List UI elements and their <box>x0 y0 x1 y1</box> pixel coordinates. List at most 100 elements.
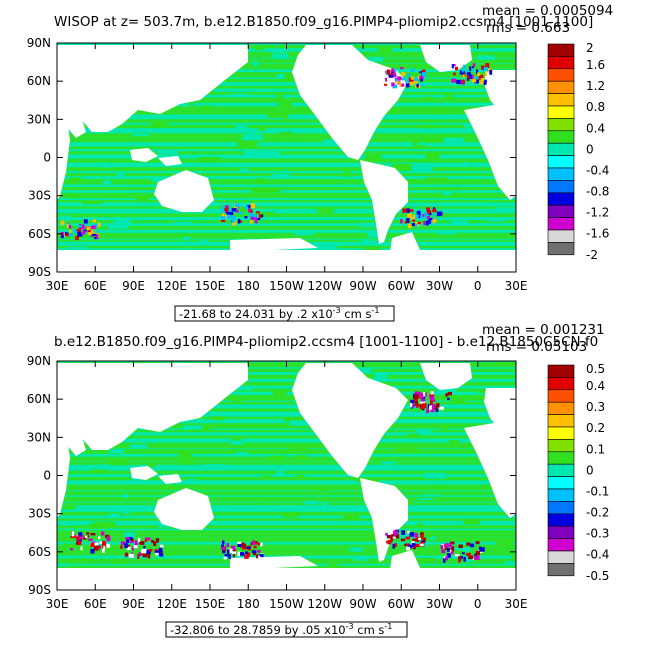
panel-1-range-units-exp: -1 <box>371 306 379 315</box>
colorbar-label: 0.1 <box>586 442 605 456</box>
colorbar-swatch <box>547 563 575 577</box>
colorbar-swatch <box>547 118 575 132</box>
colorbar-swatch <box>547 80 575 94</box>
colorbar-swatch <box>547 142 575 156</box>
colorbar-swatch <box>547 538 575 552</box>
svg-text:-32.806 to 28.7859 by .05 x10-: -32.806 to 28.7859 by .05 x10-3 cm s-1 <box>170 622 392 637</box>
y-tick-label: 90N <box>27 354 51 368</box>
y-tick-label: 90S <box>28 583 51 597</box>
x-tick-label: 30W <box>426 597 453 611</box>
y-tick-label: 60N <box>27 74 51 88</box>
colorbar-swatch <box>547 204 575 218</box>
x-tick-label: 90W <box>349 279 376 293</box>
colorbar-swatch <box>547 550 575 564</box>
colorbar-swatch <box>547 439 575 453</box>
colorbar-label: 0.3 <box>586 400 605 414</box>
y-tick-label: 30N <box>27 112 51 126</box>
panel-2-axes: 30E 60E 90E 120E 150E 180 150W 120W 90W 60W 30W 0 30… <box>27 354 528 611</box>
y-tick-label: 60S <box>28 545 51 559</box>
x-tick-label: 150E <box>195 279 226 293</box>
svg-text:-21.68 to 24.031 by .2 x10-3 c: -21.68 to 24.031 by .2 x10-3 cm s-1 <box>179 306 379 321</box>
x-tick-label: 0 <box>474 597 482 611</box>
y-tick-label: 30S <box>28 507 51 521</box>
colorbar-swatch <box>547 414 575 428</box>
panel-2-range-box: -32.806 to 28.7859 by .05 x10-3 cm s-1 <box>165 621 408 638</box>
colorbar-swatch <box>547 476 575 490</box>
colorbar-label: -0.8 <box>586 185 609 199</box>
colorbar-label: -0.4 <box>586 548 609 562</box>
panel-2: b.e12.B1850.f09_g16.PIMP4-pliomip2.ccsm4… <box>27 322 609 638</box>
x-tick-label: 90E <box>122 279 145 293</box>
x-tick-label: 150W <box>269 597 304 611</box>
x-tick-label: 90E <box>122 597 145 611</box>
panel-2-range-units-exp: -1 <box>384 622 392 631</box>
y-tick-label: 0 <box>43 151 51 165</box>
colorbar-swatch <box>547 426 575 440</box>
colorbar-label: -0.2 <box>586 506 609 520</box>
colorbar-swatch <box>547 180 575 194</box>
colorbar-label: -1.6 <box>586 227 609 241</box>
panel-2-title: b.e12.B1850.f09_g16.PIMP4-pliomip2.ccsm4… <box>54 334 598 350</box>
colorbar-swatch <box>547 364 575 378</box>
panel-2-mean: mean = 0.001231 <box>482 322 605 338</box>
x-tick-label: 60E <box>84 279 107 293</box>
colorbar-swatch <box>547 377 575 391</box>
panel-1: WISOP at z= 503.7m, b.e12.B1850.f09_g16.… <box>27 3 613 322</box>
panel-1-mean: mean = 0.0005094 <box>482 3 613 19</box>
colorbar-label: 2 <box>586 41 594 55</box>
panel-1-range-exp: -3 <box>333 306 341 315</box>
colorbar-label: 0.2 <box>586 421 605 435</box>
x-tick-label: 150W <box>269 279 304 293</box>
colorbar-swatch <box>547 242 575 256</box>
colorbar-swatch <box>547 525 575 539</box>
y-tick-label: 60S <box>28 227 51 241</box>
colorbar-label: -0.4 <box>586 163 609 177</box>
y-tick-label: 90S <box>28 265 51 279</box>
colorbar-swatch <box>547 56 575 70</box>
x-tick-label: 30W <box>426 279 453 293</box>
colorbar-label: 0.5 <box>586 362 605 376</box>
panel-1-rms: rms = 0.663 <box>486 20 570 36</box>
colorbar-label: 1.2 <box>586 79 605 93</box>
x-tick-label: 150E <box>195 597 226 611</box>
y-tick-label: 60N <box>27 392 51 406</box>
panel-1-title: WISOP at z= 503.7m, b.e12.B1850.f09_g16.… <box>54 14 593 30</box>
x-tick-label: 120E <box>157 597 188 611</box>
panel-2-range-text: -32.806 to 28.7859 by .05 x10 <box>170 623 346 637</box>
x-tick-label: 30E <box>505 597 528 611</box>
panel-1-axes: 30E 60E 90E 120E 150E 180 150W 120W 90W 60W 30W 0 30… <box>27 36 528 293</box>
colorbar-swatch <box>547 105 575 119</box>
colorbar-swatch <box>547 501 575 515</box>
colorbar-swatch <box>547 451 575 465</box>
y-tick-label: 0 <box>43 469 51 483</box>
y-tick-label: 90N <box>27 36 51 50</box>
x-tick-label: 120E <box>157 279 188 293</box>
panel-1-ocean-field <box>57 43 516 272</box>
x-tick-label: 180 <box>237 279 260 293</box>
colorbar-swatch <box>547 488 575 502</box>
x-tick-label: 60W <box>388 279 415 293</box>
y-tick-label: 30N <box>27 430 51 444</box>
colorbar-swatch <box>547 192 575 206</box>
colorbar-swatch <box>547 155 575 169</box>
colorbar-label: -1.2 <box>586 206 609 220</box>
x-tick-label: 90W <box>349 597 376 611</box>
panel-2-range-exp: -3 <box>346 622 354 631</box>
colorbar-label: 0.8 <box>586 100 605 114</box>
x-tick-label: 30E <box>46 597 69 611</box>
colorbar-swatch <box>547 217 575 231</box>
panel-1-range-units: cm s <box>341 307 372 321</box>
colorbar-swatch <box>547 93 575 107</box>
panel-1-range-text: -21.68 to 24.031 by .2 x10 <box>179 307 333 321</box>
panel-2-ocean-field <box>57 361 516 590</box>
colorbar-label: -0.3 <box>586 527 609 541</box>
x-tick-label: 180 <box>237 597 260 611</box>
colorbar-label: 0 <box>586 142 594 156</box>
x-tick-label: 0 <box>474 279 482 293</box>
colorbar-label: -2 <box>586 248 598 262</box>
x-tick-label: 120W <box>307 597 342 611</box>
colorbar-swatch <box>547 389 575 403</box>
colorbar-label: 1.6 <box>586 58 605 72</box>
x-tick-label: 30E <box>505 279 528 293</box>
